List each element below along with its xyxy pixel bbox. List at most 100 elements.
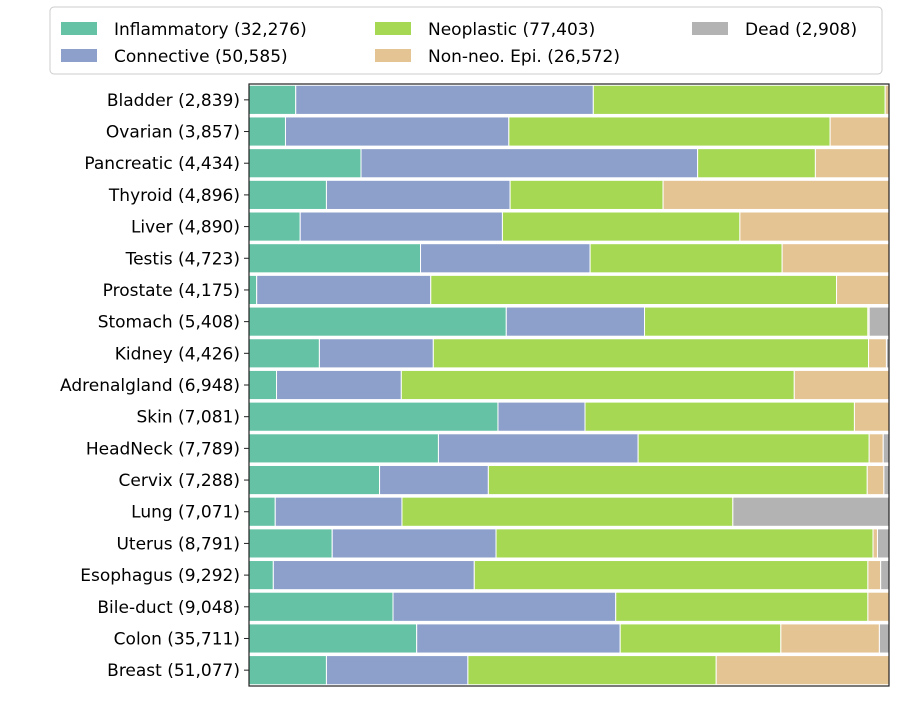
bar-segment-inflammatory-1 — [248, 116, 286, 147]
bar-segment-non-neo-epi-3 — [662, 179, 890, 210]
bar-segment-connective-0 — [295, 84, 594, 115]
bar-segment-dead-15 — [880, 560, 890, 591]
bar-segment-connective-15 — [272, 560, 475, 591]
bar-segment-non-neo-epi-8 — [868, 338, 887, 369]
bar-segment-connective-16 — [392, 591, 617, 622]
bar-segment-neoplastic-6 — [430, 274, 838, 306]
bar-segment-non-neo-epi-2 — [814, 148, 890, 179]
bar-segment-neoplastic-9 — [400, 369, 795, 401]
bar-segment-non-neo-epi-18 — [715, 655, 890, 686]
y-tick-label: Stomach (5,408) — [98, 313, 240, 333]
bar-segment-connective-2 — [360, 148, 699, 179]
bar-segment-neoplastic-18 — [467, 655, 717, 686]
bar-segment-connective-17 — [416, 623, 621, 654]
bar-segment-connective-9 — [276, 369, 402, 401]
y-axis-tick-labels: Bladder (2,839) Ovarian (3,857) Pancreatic… — [60, 91, 240, 681]
bar-segment-inflammatory-16 — [248, 591, 394, 622]
bar-segment-neoplastic-0 — [592, 84, 886, 115]
bars-group — [248, 84, 890, 686]
bar-segment-dead-17 — [878, 623, 890, 654]
bar-segment-non-neo-epi-1 — [829, 116, 890, 147]
bar-segment-neoplastic-14 — [495, 528, 874, 559]
y-tick-label: Thyroid (4,896) — [108, 186, 240, 206]
bar-segment-neoplastic-12 — [487, 464, 868, 496]
legend-label: Connective (50,585) — [114, 47, 288, 67]
bar-segment-inflammatory-3 — [248, 179, 327, 210]
bar-segment-inflammatory-17 — [248, 623, 418, 654]
y-tick-label: Adrenalgland (6,948) — [60, 376, 240, 396]
bar-segment-connective-5 — [420, 243, 591, 274]
bar-segment-dead-12 — [883, 464, 890, 496]
bar-segment-inflammatory-7 — [248, 306, 507, 337]
legend-swatch — [61, 49, 97, 62]
bar-segment-inflammatory-0 — [248, 84, 297, 115]
legend: Inflammatory (32,276) Connective (50,585)… — [49, 6, 883, 75]
bar-segment-inflammatory-9 — [248, 369, 278, 401]
bar-segment-connective-11 — [437, 433, 639, 464]
bar-segment-inflammatory-2 — [248, 148, 362, 179]
bar-segment-non-neo-epi-17 — [780, 623, 880, 654]
bar-segment-neoplastic-5 — [589, 243, 783, 274]
legend-swatch — [692, 22, 728, 35]
bar-segment-dead-14 — [876, 528, 890, 559]
y-tick-label: Ovarian (3,857) — [106, 123, 240, 143]
bar-segment-dead-7 — [868, 306, 890, 337]
bar-segment-connective-3 — [325, 179, 511, 210]
bar-segment-neoplastic-15 — [473, 560, 869, 591]
bar-segment-dead-13 — [732, 496, 890, 527]
bar-segment-non-neo-epi-16 — [867, 591, 890, 622]
bar-segment-non-neo-epi-12 — [866, 464, 885, 496]
bar-segment-non-neo-epi-11 — [868, 433, 884, 464]
bar-segment-inflammatory-5 — [248, 243, 422, 274]
y-tick-label: Esophagus (9,292) — [80, 566, 240, 586]
y-tick-label: Cervix (7,288) — [119, 471, 241, 491]
bar-segment-connective-10 — [497, 401, 586, 432]
y-tick-label: Bile-duct (9,048) — [97, 598, 240, 618]
bar-segment-neoplastic-11 — [637, 433, 870, 464]
y-tick-label: Pancreatic (4,434) — [84, 154, 240, 174]
y-tick-label: HeadNeck (7,789) — [86, 439, 240, 459]
bar-segment-neoplastic-7 — [644, 306, 869, 337]
legend-label: Dead (2,908) — [745, 20, 857, 40]
bar-segment-connective-4 — [299, 211, 503, 242]
bar-segment-inflammatory-13 — [248, 496, 276, 527]
y-tick-label: Kidney (4,426) — [115, 344, 240, 364]
bar-segment-neoplastic-13 — [401, 496, 734, 527]
y-tick-label: Testis (4,723) — [125, 249, 240, 269]
y-tick-label: Bladder (2,839) — [107, 91, 240, 111]
bar-segment-non-neo-epi-10 — [853, 401, 890, 432]
bar-segment-non-neo-epi-6 — [836, 274, 890, 306]
legend-label: Inflammatory (32,276) — [114, 20, 307, 40]
bar-segment-neoplastic-1 — [508, 116, 831, 147]
bar-segment-connective-12 — [379, 464, 489, 496]
legend-swatch — [61, 22, 97, 35]
bar-segment-neoplastic-10 — [584, 401, 855, 432]
bar-segment-inflammatory-6 — [248, 274, 258, 306]
y-tick-label: Colon (35,711) — [114, 629, 240, 649]
bar-segment-inflammatory-18 — [248, 655, 327, 686]
bar-segment-non-neo-epi-4 — [739, 211, 890, 242]
y-tick-label: Lung (7,071) — [131, 503, 240, 523]
bar-segment-neoplastic-17 — [619, 623, 782, 654]
y-tick-label: Breast (51,077) — [107, 661, 240, 681]
legend-label: Neoplastic (77,403) — [428, 20, 595, 40]
bar-segment-connective-14 — [331, 528, 497, 559]
bar-segment-connective-13 — [274, 496, 403, 527]
legend-box — [49, 6, 883, 75]
bar-segment-inflammatory-4 — [248, 211, 301, 242]
bar-segment-connective-18 — [325, 655, 469, 686]
y-tick-label: Uterus (8,791) — [116, 534, 240, 554]
bar-segment-inflammatory-8 — [248, 338, 320, 369]
bar-segment-connective-6 — [256, 274, 432, 306]
bar-segment-inflammatory-10 — [248, 401, 499, 432]
bar-segment-neoplastic-2 — [697, 148, 816, 179]
bar-segment-connective-8 — [318, 338, 434, 369]
legend-swatch — [375, 49, 411, 62]
y-tick-label: Liver (4,890) — [131, 218, 240, 238]
bar-segment-inflammatory-14 — [248, 528, 333, 559]
bar-segment-inflammatory-11 — [248, 433, 439, 464]
legend-label: Non-neo. Epi. (26,572) — [428, 47, 620, 67]
y-tick-label: Prostate (4,175) — [103, 281, 240, 301]
bar-segment-connective-1 — [284, 116, 510, 147]
bar-segment-connective-7 — [505, 306, 646, 337]
